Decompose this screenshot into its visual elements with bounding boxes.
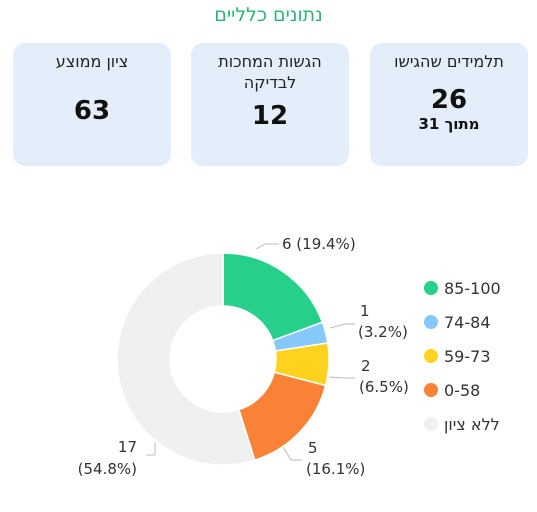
card-label: הגשות המחכות לבדיקה	[218, 52, 322, 92]
slice-percent-label: (16.1%)	[306, 460, 365, 478]
slice-leader-line-4	[146, 442, 156, 456]
slice-count-label: 2	[361, 357, 371, 375]
legend-label: ללא ציון	[444, 415, 500, 434]
legend-item-3[interactable]: 0-58	[424, 381, 480, 400]
legend-swatch	[424, 383, 438, 397]
legend-label: 59-73	[444, 347, 491, 366]
legend-swatch	[424, 281, 438, 295]
slice-leader-line-2	[328, 376, 355, 379]
donut-slice-4[interactable]	[116, 252, 256, 466]
card-value: 63	[73, 96, 111, 126]
legend-item-4[interactable]: ללא ציון	[424, 415, 500, 434]
legend-label: 85-100	[444, 279, 501, 298]
submitted-students-card: תלמידים שהגישו 26 מתוך 31	[370, 43, 528, 166]
slice-leader-line-3	[282, 446, 302, 461]
card-label: תלמידים שהגישו	[394, 52, 504, 71]
card-value: 26	[430, 85, 468, 115]
slice-count-label: 1	[360, 302, 370, 320]
slice-leader-line-1	[329, 323, 355, 329]
legend-item-0[interactable]: 85-100	[424, 279, 501, 298]
average-grade-card: ציון ממוצע 63	[13, 43, 171, 166]
legend-item-1[interactable]: 74-84	[424, 313, 491, 332]
grade-distribution-donut-chart: 6 (19.4%) 1 (3.2%) 2 (6.5%) 5 (16.1%) 17 (54.8%)…	[78, 235, 501, 478]
legend-swatch	[424, 349, 438, 363]
card-sub-value: מתוך 31	[418, 115, 480, 133]
slice-leader-line-0	[255, 243, 279, 250]
slice-value-label: 6 (19.4%)	[282, 235, 356, 253]
legend-label: 0-58	[444, 381, 480, 400]
card-value: 12	[251, 101, 289, 131]
legend-item-2[interactable]: 59-73	[424, 347, 491, 366]
slice-percent-label: (54.8%)	[78, 460, 137, 478]
slice-percent-label: (6.5%)	[359, 378, 409, 396]
legend-swatch	[424, 417, 438, 431]
page-title: נתונים כלליים	[214, 4, 323, 26]
legend-label: 74-84	[444, 313, 491, 332]
pending-review-card: הגשות המחכות לבדיקה 12	[191, 43, 349, 166]
slice-count-label: 17	[118, 438, 137, 456]
slice-count-label: 5	[308, 439, 318, 457]
slice-percent-label: (3.2%)	[358, 323, 408, 341]
donut-slice-0[interactable]	[222, 252, 324, 342]
legend-swatch	[424, 315, 438, 329]
card-label: ציון ממוצע	[55, 52, 129, 71]
